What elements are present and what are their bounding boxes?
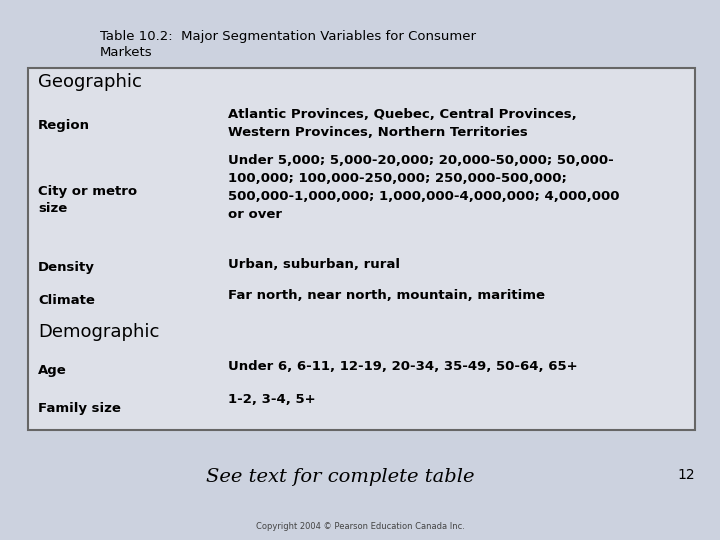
Text: Demographic: Demographic — [38, 323, 159, 341]
Text: Geographic: Geographic — [38, 73, 142, 91]
Text: Urban, suburban, rural: Urban, suburban, rural — [228, 258, 400, 271]
Text: Density: Density — [38, 261, 95, 274]
Text: Climate: Climate — [38, 294, 95, 307]
Text: Far north, near north, mountain, maritime: Far north, near north, mountain, maritim… — [228, 289, 545, 302]
Text: Region: Region — [38, 118, 90, 132]
Text: Family size: Family size — [38, 402, 121, 415]
Text: Copyright 2004 © Pearson Education Canada Inc.: Copyright 2004 © Pearson Education Canad… — [256, 522, 464, 531]
Text: 12: 12 — [678, 468, 695, 482]
Text: City or metro
size: City or metro size — [38, 185, 137, 215]
Text: Markets: Markets — [100, 46, 153, 59]
Text: 1-2, 3-4, 5+: 1-2, 3-4, 5+ — [228, 393, 315, 406]
Text: See text for complete table: See text for complete table — [206, 468, 474, 486]
Text: Under 5,000; 5,000-20,000; 20,000-50,000; 50,000-
100,000; 100,000-250,000; 250,: Under 5,000; 5,000-20,000; 20,000-50,000… — [228, 154, 619, 221]
Text: Age: Age — [38, 364, 67, 377]
Text: Table 10.2:  Major Segmentation Variables for Consumer: Table 10.2: Major Segmentation Variables… — [100, 30, 476, 43]
FancyBboxPatch shape — [28, 68, 695, 430]
Text: Atlantic Provinces, Quebec, Central Provinces,
Western Provinces, Northern Terri: Atlantic Provinces, Quebec, Central Prov… — [228, 108, 577, 139]
Text: Under 6, 6-11, 12-19, 20-34, 35-49, 50-64, 65+: Under 6, 6-11, 12-19, 20-34, 35-49, 50-6… — [228, 360, 577, 373]
